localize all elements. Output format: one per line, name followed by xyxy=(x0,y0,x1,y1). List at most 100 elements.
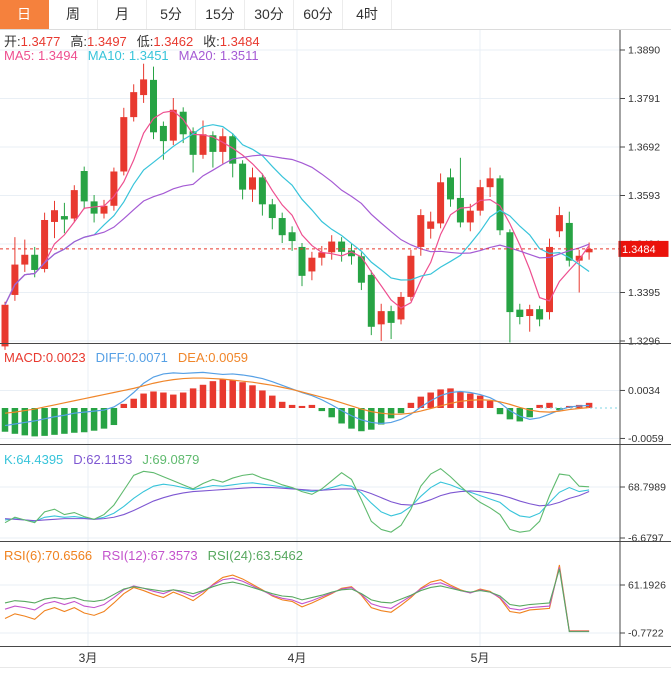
macd-axis-label: -0.0059 xyxy=(628,433,664,445)
x-axis-label: 3月 xyxy=(79,651,98,665)
macd-bar xyxy=(377,408,385,425)
macd-bar xyxy=(219,379,227,408)
candle-body xyxy=(417,215,425,247)
price-axis-label: 1.3395 xyxy=(628,287,660,299)
macd-bar xyxy=(209,381,217,408)
ma10-line xyxy=(4,124,590,306)
macd-bar xyxy=(71,408,78,433)
candle-body xyxy=(466,210,474,223)
rsi-axis-label: 61.1926 xyxy=(628,580,666,592)
candle-body xyxy=(476,187,484,211)
candle-body xyxy=(209,135,217,152)
candle-body xyxy=(496,178,504,231)
candle-body xyxy=(565,222,573,261)
price-axis-label: 1.3296 xyxy=(628,336,660,348)
macd-dea-line xyxy=(4,377,590,415)
price-axis-label: 1.3692 xyxy=(628,142,660,154)
macd-bar xyxy=(90,408,98,431)
candle-body xyxy=(546,246,553,313)
candle-body xyxy=(456,197,464,223)
candle-body xyxy=(140,79,148,96)
macd-bar xyxy=(249,385,256,408)
macd-bar xyxy=(21,408,29,436)
candle-body xyxy=(367,274,375,327)
candle-body xyxy=(447,177,454,200)
candle-body xyxy=(308,257,316,272)
candle-body xyxy=(110,171,118,206)
candle-body xyxy=(239,163,247,190)
macd-bar xyxy=(11,408,19,434)
macd-bar xyxy=(100,408,108,429)
tab-60分[interactable]: 60分 xyxy=(294,0,343,29)
macd-bar xyxy=(397,408,405,414)
tab-15分[interactable]: 15分 xyxy=(196,0,245,29)
candle-body xyxy=(268,204,276,219)
macd-bar xyxy=(31,408,38,437)
candle-body xyxy=(159,125,167,142)
ma5-line xyxy=(4,110,590,309)
candle-body xyxy=(41,219,49,269)
candle-body xyxy=(486,178,494,188)
macd-bar xyxy=(61,408,68,434)
macd-bar xyxy=(170,394,177,408)
candle-body xyxy=(1,304,9,347)
rsi-axis-label: -0.7722 xyxy=(628,627,664,639)
macd-bar xyxy=(269,395,276,408)
kdj-axis-label: -6.6797 xyxy=(628,533,664,545)
tab-月[interactable]: 月 xyxy=(98,0,147,29)
candle-body xyxy=(120,117,128,172)
candle-body xyxy=(169,109,177,141)
macd-bar xyxy=(338,408,345,424)
macd-bar xyxy=(110,408,118,426)
price-axis-label: 1.3791 xyxy=(628,93,660,105)
kdj-j-line xyxy=(4,467,590,533)
macd-bar xyxy=(546,402,553,408)
candle-body xyxy=(585,248,593,253)
candle-body xyxy=(60,216,68,220)
candle-body xyxy=(11,264,19,295)
tab-4时[interactable]: 4时 xyxy=(343,0,392,29)
x-axis-label: 4月 xyxy=(288,651,307,665)
candle-body xyxy=(100,205,108,214)
tab-周[interactable]: 周 xyxy=(49,0,98,29)
macd-bar xyxy=(239,382,246,408)
candle-body xyxy=(130,92,138,118)
ma20-line xyxy=(4,154,590,306)
macd-bar xyxy=(51,408,58,435)
candle-body xyxy=(219,136,227,152)
candle-body xyxy=(377,311,385,325)
macd-bar xyxy=(457,391,464,408)
macd-axis-label: 0.0034 xyxy=(628,385,660,397)
tab-5分[interactable]: 5分 xyxy=(147,0,196,29)
candle-body xyxy=(536,309,544,320)
candle-body xyxy=(278,218,286,236)
macd-bar xyxy=(288,404,296,408)
candle-body xyxy=(526,309,534,317)
macd-bar xyxy=(476,395,484,408)
price-axis-label: 1.3593 xyxy=(628,190,660,202)
macd-bar xyxy=(259,390,266,408)
candle-body xyxy=(318,252,326,258)
tab-30分[interactable]: 30分 xyxy=(245,0,294,29)
candle-body xyxy=(258,177,266,205)
macd-bar xyxy=(437,389,444,408)
macd-bar xyxy=(150,391,157,408)
macd-bar xyxy=(348,408,355,429)
last-price-badge xyxy=(618,240,669,257)
macd-bar xyxy=(80,408,88,433)
candle-body xyxy=(199,134,207,155)
candle-body xyxy=(348,250,355,257)
candle-body xyxy=(179,111,187,135)
macd-bar xyxy=(179,392,187,408)
macd-bar xyxy=(130,398,137,408)
candle-body xyxy=(506,232,514,313)
macd-bar xyxy=(407,402,415,408)
candle-body xyxy=(31,254,39,270)
x-axis-label: 5月 xyxy=(471,651,490,665)
macd-bar xyxy=(318,408,326,412)
macd-bar xyxy=(120,403,128,408)
tab-日[interactable]: 日 xyxy=(0,0,49,29)
